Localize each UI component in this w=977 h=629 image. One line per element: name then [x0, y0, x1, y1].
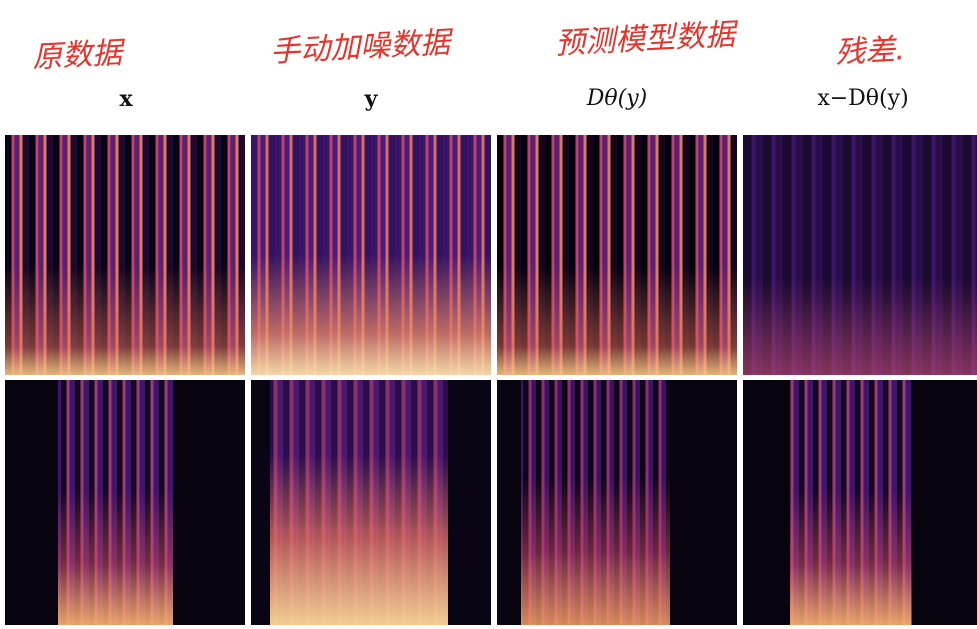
- spectrogram: [743, 380, 977, 625]
- spectrogram: [251, 380, 491, 625]
- column-label: Dθ(y): [499, 86, 735, 111]
- handwritten-note: 预测模型数据: [554, 9, 736, 62]
- handwritten-note: 残差.: [834, 24, 906, 72]
- figure: 原数据 手动加噪数据 预测模型数据 残差. x y Dθ(y) x−Dθ(y): [0, 0, 977, 629]
- spectrogram: [251, 135, 491, 375]
- spectrogram: [497, 380, 737, 625]
- spectrogram: [497, 135, 737, 375]
- handwritten-note: 手动加噪数据: [269, 17, 451, 70]
- spectrogram: [5, 380, 245, 625]
- handwritten-note: 原数据: [31, 28, 123, 77]
- spectrogram: [743, 135, 977, 375]
- column-label: x−Dθ(y): [745, 86, 977, 111]
- column-label: x: [8, 86, 244, 112]
- column-label: y: [253, 86, 489, 112]
- spectrogram: [5, 135, 245, 375]
